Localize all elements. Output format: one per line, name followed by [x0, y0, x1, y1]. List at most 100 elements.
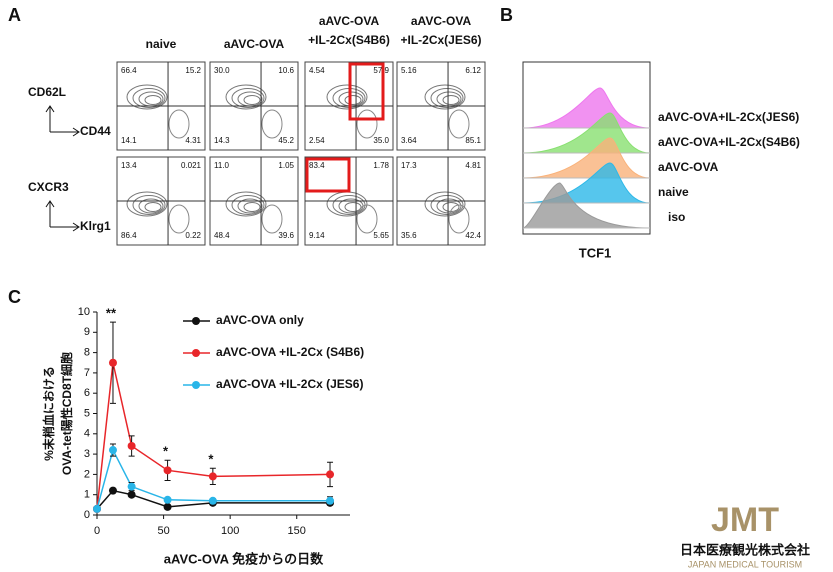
quadrant-value: 57.9: [373, 66, 389, 75]
panel-label: C: [8, 287, 21, 307]
y-axis-title: OVA-tet陽性CD8T細胞: [59, 352, 74, 475]
contour: [225, 84, 267, 110]
contour: [356, 109, 378, 139]
axis-arrow: [45, 105, 80, 137]
contour: [326, 84, 368, 110]
column-header: aAVC-OVA: [411, 14, 472, 28]
quadrant-value: 15.2: [185, 66, 201, 75]
data-point: [108, 486, 117, 495]
y-tick-label: 8: [84, 347, 90, 359]
x-tick-label: 150: [288, 525, 306, 537]
quadrant-value: 85.1: [465, 136, 481, 145]
contour: [430, 195, 464, 215]
data-point: [163, 466, 172, 475]
contour: [168, 109, 190, 139]
quadrant-value: 48.4: [214, 231, 230, 240]
quadrant-value: 14.1: [121, 136, 137, 145]
contour: [243, 95, 261, 105]
significance: **: [106, 306, 117, 321]
significance: *: [208, 452, 214, 467]
contour: [430, 88, 464, 108]
x-axis-title: aAVC-OVA 免疫からの日数: [164, 551, 324, 566]
logo-mark: JMT: [711, 501, 779, 539]
quadrant-value: 35.0: [373, 136, 389, 145]
quadrant-value: 39.6: [278, 231, 294, 240]
series-line: [96, 362, 331, 509]
quadrant-value: 13.4: [121, 161, 137, 170]
x-tick-label: 0: [94, 525, 100, 537]
quadrant-value: 1.05: [278, 161, 294, 170]
column-header: aAVC-OVA: [319, 14, 380, 28]
legend-label: aAVC-OVA only: [216, 313, 304, 327]
contour: [168, 204, 190, 234]
quadrant-value: 4.54: [309, 66, 325, 75]
quadrant-value: 11.0: [214, 161, 230, 170]
y-tick-label: 1: [84, 489, 90, 501]
column-header: naive: [146, 37, 177, 51]
contour: [243, 202, 261, 212]
y-tick-label: 9: [84, 326, 90, 338]
data-point: [326, 470, 335, 479]
column-header: +IL-2Cx(JES6): [400, 33, 481, 47]
contour: [261, 109, 283, 139]
contour: [132, 195, 166, 215]
quadrant-value: 14.3: [214, 136, 230, 145]
logo-name: 日本医療観光株式会社: [680, 542, 810, 557]
y-tick-label: 5: [84, 407, 90, 419]
track-label: iso: [668, 210, 685, 224]
contour: [424, 84, 466, 110]
data-point: [127, 482, 136, 491]
column-header: aAVC-OVA: [224, 37, 285, 51]
legend-marker: [192, 349, 200, 357]
logo-sub: JAPAN MEDICAL TOURISM: [688, 559, 802, 569]
significance: *: [163, 444, 169, 459]
contour: [424, 191, 466, 217]
track-label: aAVC-OVA: [658, 160, 719, 174]
y-tick-label: 10: [78, 306, 90, 318]
y-axis-label: CD62L: [28, 85, 66, 99]
data-point: [163, 495, 172, 504]
contour: [225, 191, 267, 217]
axis-label: TCF1: [579, 245, 612, 260]
highlight: [348, 62, 385, 121]
contour: [126, 84, 168, 110]
x-axis-label: CD44: [80, 124, 111, 138]
quadrant-value: 9.14: [309, 231, 325, 240]
data-point: [127, 441, 136, 450]
series-line: [96, 447, 331, 510]
quadrant-value: 17.3: [401, 161, 417, 170]
x-tick-label: 100: [221, 525, 239, 537]
contour: [344, 95, 362, 105]
y-axis-label: CXCR3: [28, 180, 69, 194]
column-header: +IL-2Cx(S4B6): [308, 33, 390, 47]
contour: [448, 204, 470, 234]
contour: [261, 204, 283, 234]
data-point: [108, 446, 117, 455]
histogram: [522, 87, 651, 129]
contour: [436, 198, 462, 214]
quadrant-value: 4.31: [185, 136, 201, 145]
contour: [344, 202, 362, 212]
contour: [144, 202, 162, 212]
contour: [442, 95, 460, 105]
contour: [231, 195, 265, 215]
x-axis-label: Klrg1: [80, 219, 111, 233]
quadrant-value: 5.65: [373, 231, 389, 240]
y-tick-label: 6: [84, 387, 90, 399]
quadrant-value: 6.12: [465, 66, 481, 75]
histogram: [522, 112, 651, 154]
legend-label: aAVC-OVA +IL-2Cx (S4B6): [216, 345, 364, 359]
y-tick-label: 2: [84, 468, 90, 480]
quadrant-value: 0.021: [181, 161, 202, 170]
quadrant-value: 66.4: [121, 66, 137, 75]
track-label: aAVC-OVA+IL-2Cx(S4B6): [658, 135, 800, 149]
series-line: [96, 489, 331, 510]
track-label: aAVC-OVA+IL-2Cx(JES6): [658, 110, 799, 124]
histogram: [522, 182, 651, 229]
data-point: [326, 496, 335, 505]
y-tick-label: 4: [84, 428, 90, 440]
highlight: [305, 157, 351, 193]
data-point: [108, 358, 117, 367]
quadrant-value: 42.4: [465, 231, 481, 240]
